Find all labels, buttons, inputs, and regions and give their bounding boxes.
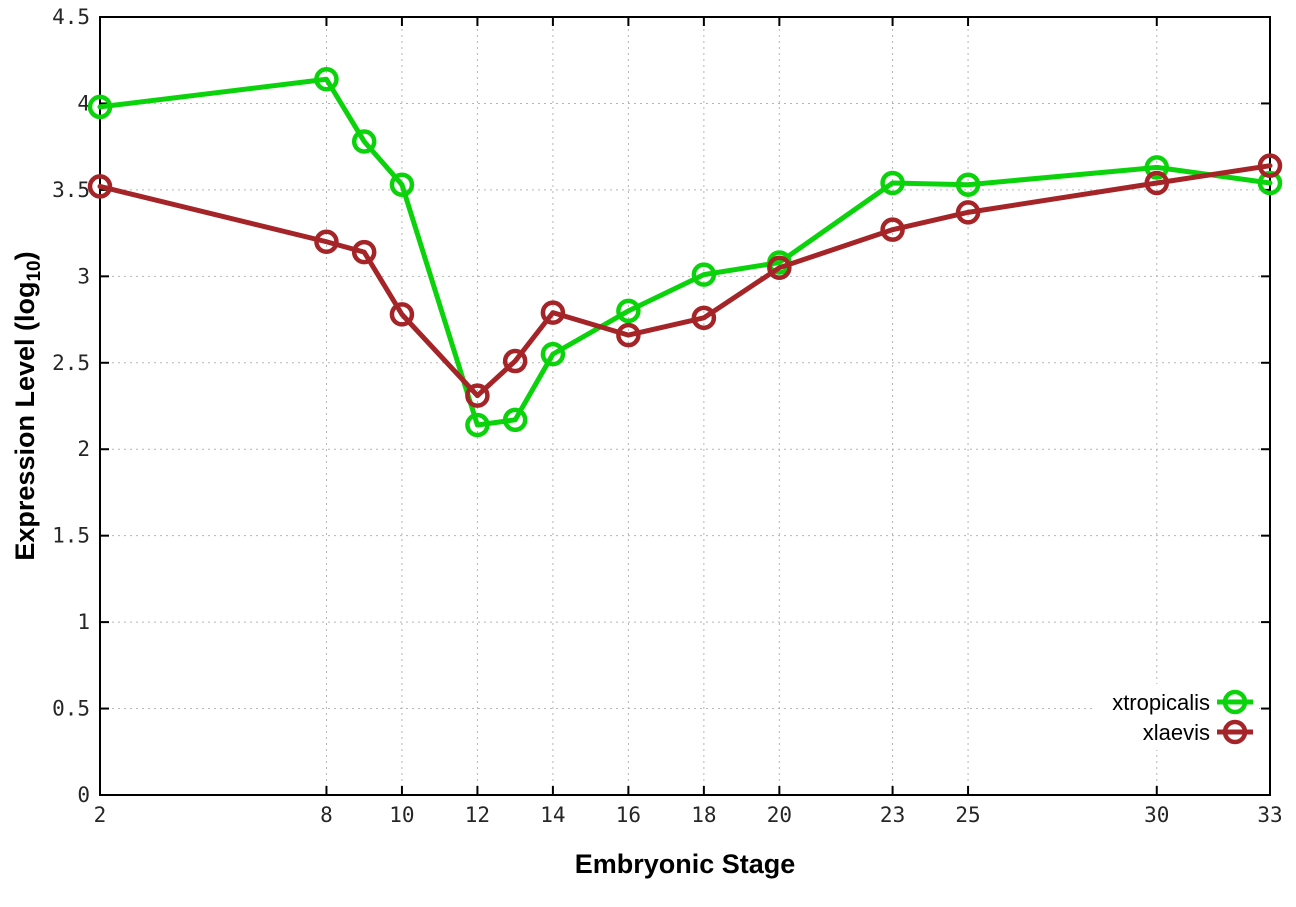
- data-point-xtropicalis-stage-10: [389, 172, 415, 197]
- legend-background: [1095, 684, 1259, 750]
- data-point-xtropicalis-stage-8: [314, 66, 339, 92]
- y-tick-label: 1.5: [52, 524, 90, 548]
- data-point-xlaevis-stage-20: [767, 255, 792, 280]
- y-tick-label: 1: [77, 610, 90, 634]
- y-tick-label: 0: [77, 783, 90, 807]
- x-tick-label: 12: [465, 803, 490, 827]
- legend: xtropicalis xlaevis: [1095, 684, 1259, 750]
- x-tick-label: 14: [540, 803, 565, 827]
- data-point-xtropicalis-stage-9: [351, 129, 377, 154]
- data-point-xtropicalis-stage-23: [880, 170, 905, 196]
- x-tick-labels: 2 8 10 12 14 16 18 20 23 25 30 33: [94, 803, 1283, 827]
- axis-ticks: [99, 16, 1271, 796]
- data-point-xlaevis-stage-30: [1144, 170, 1170, 196]
- data-point-xlaevis-stage-14: [540, 300, 566, 325]
- plot-border: [99, 16, 1271, 796]
- y-axis-title: Expression Level (log10): [10, 251, 45, 560]
- data-point-xtropicalis-stage-25: [955, 172, 981, 197]
- x-tick-label: 8: [320, 803, 333, 827]
- x-tick-label: 25: [955, 803, 980, 827]
- legend-marker-xtropicalis-icon: [1222, 689, 1248, 715]
- y-axis-title-close: ): [10, 251, 40, 260]
- data-point-xlaevis-stage-23: [880, 217, 905, 242]
- y-tick-label: 4.5: [52, 5, 90, 29]
- data-point-xlaevis-stage-9: [351, 239, 377, 265]
- y-tick-label: 3: [77, 264, 90, 288]
- legend-label-xlaevis: xlaevis: [1143, 720, 1210, 745]
- data-point-xtropicalis-stage-33: [1257, 170, 1283, 196]
- x-tick-label: 23: [880, 803, 905, 827]
- data-point-xlaevis-stage-16: [616, 322, 641, 348]
- x-tick-label: 16: [616, 803, 641, 827]
- x-tick-label: 30: [1144, 803, 1169, 827]
- x-axis-title: Embryonic Stage: [575, 849, 796, 879]
- data-point-xlaevis-stage-10: [389, 302, 415, 327]
- series-line-xlaevis: [97, 163, 1273, 399]
- series-line-xtropicalis: [97, 76, 1273, 428]
- x-tick-label: 10: [389, 803, 414, 827]
- y-axis-title-subscript: 10: [24, 260, 45, 281]
- legend-marker-xlaevis-icon: [1222, 719, 1248, 745]
- data-point-xtropicalis-stage-12: [465, 412, 490, 438]
- data-point-xtropicalis-stage-2: [87, 94, 113, 120]
- y-tick-label: 4: [77, 91, 90, 115]
- data-point-xtropicalis-stage-13: [502, 407, 528, 433]
- data-point-xlaevis-stage-8: [314, 229, 339, 255]
- data-point-xtropicalis-stage-30: [1144, 155, 1170, 180]
- y-axis-title-main: Expression Level (log: [10, 282, 40, 561]
- data-point-xtropicalis-stage-16: [616, 298, 641, 324]
- x-tick-label: 20: [767, 803, 792, 827]
- gridlines: [99, 16, 1271, 796]
- y-tick-label: 2.5: [52, 351, 90, 375]
- data-point-xlaevis-stage-25: [955, 200, 981, 225]
- x-tick-label: 18: [691, 803, 716, 827]
- data-point-xlaevis-stage-13: [502, 348, 528, 374]
- data-point-xtropicalis-stage-18: [691, 262, 717, 287]
- x-tick-label: 33: [1257, 803, 1282, 827]
- data-point-xlaevis-stage-12: [465, 383, 490, 408]
- data-point-xlaevis-stage-18: [691, 305, 717, 331]
- data-point-xlaevis-stage-2: [87, 174, 113, 199]
- y-tick-labels: 0 0.5 1 1.5 2 2.5 3 3.5 4 4.5: [52, 5, 90, 807]
- x-tick-label: 2: [94, 803, 107, 827]
- y-tick-label: 3.5: [52, 178, 90, 202]
- data-series: [87, 66, 1283, 438]
- data-point-xtropicalis-stage-14: [540, 341, 566, 367]
- y-tick-label: 0.5: [52, 697, 90, 721]
- data-point-xlaevis-stage-33: [1257, 153, 1283, 178]
- legend-label-xtropicalis: xtropicalis: [1112, 690, 1210, 715]
- y-tick-label: 2: [77, 437, 90, 461]
